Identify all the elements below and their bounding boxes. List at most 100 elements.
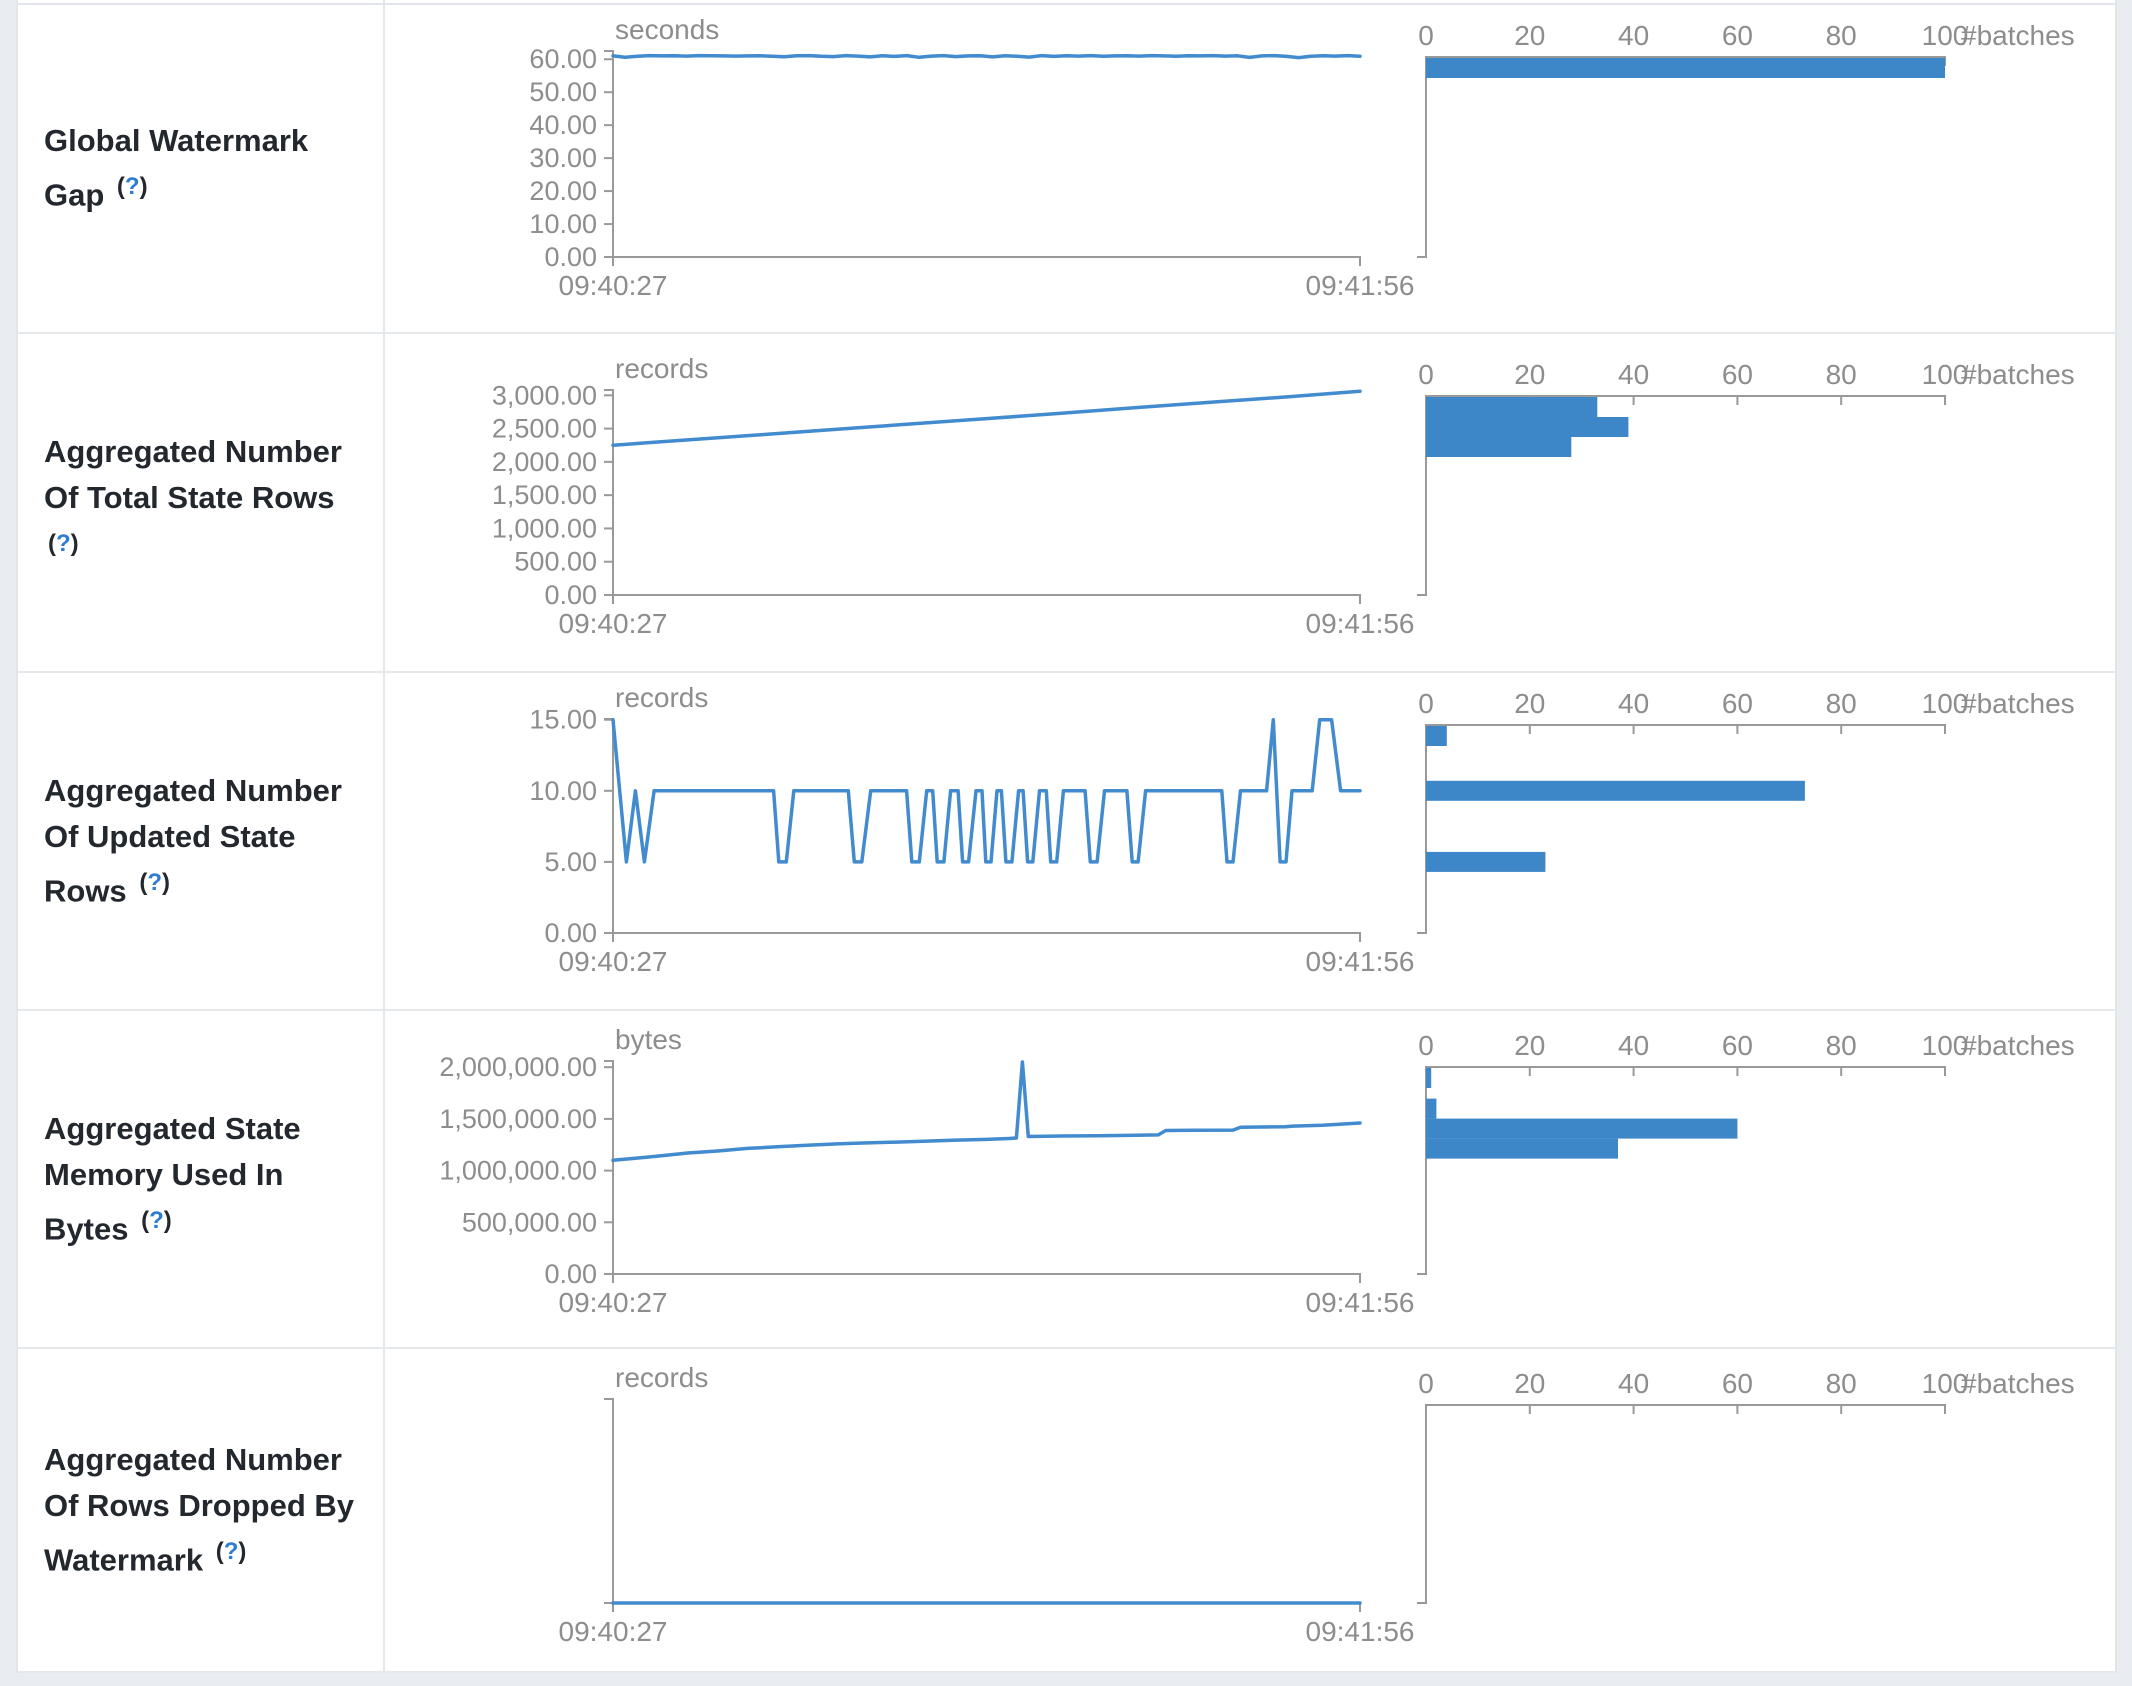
svg-text:1,500.00: 1,500.00 bbox=[492, 480, 597, 510]
svg-text:30.00: 30.00 bbox=[529, 143, 597, 173]
help-tooltip-link[interactable]: (?) bbox=[48, 530, 79, 558]
svg-text:records: records bbox=[615, 1362, 708, 1393]
svg-text:60: 60 bbox=[1722, 688, 1753, 719]
svg-text:1,500,000.00: 1,500,000.00 bbox=[439, 1104, 597, 1134]
svg-text:#batches: #batches bbox=[1961, 688, 2075, 719]
svg-text:100: 100 bbox=[1922, 20, 1969, 51]
chart-cell: records 0.00 5.00 10.00 15.00 09:40:27 09:41:5… bbox=[385, 673, 2115, 1009]
histogram-chart-aggregated-total-state-rows: 0 20 40 60 80 100 #batches bbox=[1410, 334, 2115, 671]
svg-text:20: 20 bbox=[1514, 359, 1545, 390]
metric-name: Global Watermark Gap (?) bbox=[44, 123, 309, 213]
svg-text:15.00: 15.00 bbox=[529, 705, 597, 735]
svg-text:80: 80 bbox=[1826, 688, 1857, 719]
svg-text:50.00: 50.00 bbox=[529, 77, 597, 107]
timeline-svg: records 09:40:27 09:41:56 bbox=[559, 1362, 1415, 1647]
timeline-chart-aggregated-state-memory: bytes 0.00 500,000.00 1,000,000.00 1,500,000… bbox=[385, 1011, 1425, 1347]
timeline-svg: bytes 0.00 500,000.00 1,000,000.00 1,500,000… bbox=[439, 1024, 1415, 1318]
chart-cell: records 0.00 500.00 1,000.00 1,500.00 2,000.0… bbox=[385, 334, 2115, 671]
svg-text:40: 40 bbox=[1618, 688, 1649, 719]
svg-text:100: 100 bbox=[1922, 359, 1969, 390]
svg-text:80: 80 bbox=[1826, 359, 1857, 390]
timeline-chart-global-watermark-gap: seconds 0.00 10.00 20.00 30.00 40.00 50.00 60.0… bbox=[385, 5, 1425, 332]
svg-text:09:41:56: 09:41:56 bbox=[1306, 270, 1415, 301]
stat-row-aggregated-total-state-rows: Aggregated Number Of Total State Rows (?… bbox=[18, 334, 2115, 673]
svg-text:2,000.00: 2,000.00 bbox=[492, 447, 597, 477]
histogram-svg: 0 20 40 60 80 100#batches bbox=[1417, 1368, 2075, 1604]
svg-text:1,000.00: 1,000.00 bbox=[492, 513, 597, 543]
svg-text:500,000.00: 500,000.00 bbox=[462, 1207, 597, 1237]
svg-text:#batches: #batches bbox=[1961, 20, 2075, 51]
histogram-svg: 0 20 40 60 80 100#batches bbox=[1417, 1030, 2075, 1275]
svg-text:10.00: 10.00 bbox=[529, 776, 597, 806]
svg-text:60.00: 60.00 bbox=[529, 44, 597, 74]
timeline-chart-aggregated-total-state-rows: records 0.00 500.00 1,000.00 1,500.00 2,000.0… bbox=[385, 334, 1425, 671]
svg-text:20.00: 20.00 bbox=[529, 176, 597, 206]
svg-text:80: 80 bbox=[1826, 1368, 1857, 1399]
metric-label-cell: Aggregated Number Of Updated State Rows … bbox=[18, 673, 385, 1009]
svg-text:0.00: 0.00 bbox=[544, 918, 597, 948]
svg-text:0: 0 bbox=[1418, 359, 1434, 390]
svg-text:09:41:56: 09:41:56 bbox=[1306, 1616, 1415, 1647]
chart-cell: bytes 0.00 500,000.00 1,000,000.00 1,500,000… bbox=[385, 1011, 2115, 1347]
histogram-svg: 0 20 40 60 80 100#batches bbox=[1417, 359, 2075, 596]
svg-text:09:41:56: 09:41:56 bbox=[1306, 1287, 1415, 1318]
metric-name: Aggregated Number Of Total State Rows (?… bbox=[44, 434, 342, 558]
svg-text:09:41:56: 09:41:56 bbox=[1306, 608, 1415, 639]
svg-text:20: 20 bbox=[1514, 688, 1545, 719]
svg-text:09:40:27: 09:40:27 bbox=[559, 1616, 668, 1647]
svg-text:0: 0 bbox=[1418, 1030, 1434, 1061]
svg-text:0.00: 0.00 bbox=[544, 1259, 597, 1289]
metric-name: Aggregated Number Of Rows Dropped By Wat… bbox=[44, 1441, 355, 1578]
svg-text:10.00: 10.00 bbox=[529, 209, 597, 239]
histogram-chart-aggregated-updated-state-rows: 0 20 40 60 80 100 #batches bbox=[1410, 673, 2115, 1009]
svg-text:#batches: #batches bbox=[1961, 1368, 2075, 1399]
previous-row-label-sliver bbox=[18, 0, 385, 3]
timeline-chart-aggregated-updated-state-rows: records 0.00 5.00 10.00 15.00 09:40:27 09:41:5… bbox=[385, 673, 1425, 1009]
svg-text:60: 60 bbox=[1722, 359, 1753, 390]
help-tooltip-link[interactable]: (?) bbox=[141, 1206, 172, 1234]
svg-text:2,500.00: 2,500.00 bbox=[492, 414, 597, 444]
timeline-svg: seconds 0.0010.0020.0030.0040.0050.0060.0… bbox=[529, 14, 1415, 301]
stat-row-global-watermark-gap: Global Watermark Gap (?) seconds 0.00 10.0… bbox=[18, 5, 2115, 334]
histogram-svg: 0 20 40 60 80 100#batches bbox=[1417, 688, 2075, 934]
svg-text:100: 100 bbox=[1922, 1368, 1969, 1399]
histogram-chart-aggregated-rows-dropped-by-watermark: 0 20 40 60 80 100 #batches bbox=[1410, 1349, 2115, 1671]
svg-text:60: 60 bbox=[1722, 1030, 1753, 1061]
svg-text:1,000,000.00: 1,000,000.00 bbox=[439, 1156, 597, 1186]
svg-text:80: 80 bbox=[1826, 20, 1857, 51]
svg-text:09:40:27: 09:40:27 bbox=[559, 270, 668, 301]
metric-label-cell: Aggregated Number Of Rows Dropped By Wat… bbox=[18, 1349, 385, 1671]
timeline-chart-aggregated-rows-dropped-by-watermark: records 09:40:27 09:41:56 bbox=[385, 1349, 1425, 1671]
chart-cell: records 09:40:27 09:41:56 0 20 40 60 80 100 #bat… bbox=[385, 1349, 2115, 1671]
svg-text:0: 0 bbox=[1418, 1368, 1434, 1399]
svg-text:seconds: seconds bbox=[615, 14, 719, 45]
metric-label-cell: Global Watermark Gap (?) bbox=[18, 5, 385, 332]
svg-text:40: 40 bbox=[1618, 1368, 1649, 1399]
previous-row-sliver bbox=[18, 0, 2115, 5]
svg-text:0.00: 0.00 bbox=[544, 242, 597, 272]
svg-text:09:40:27: 09:40:27 bbox=[559, 1287, 668, 1318]
help-tooltip-link[interactable]: (?) bbox=[116, 173, 148, 201]
svg-text:records: records bbox=[615, 353, 708, 384]
histogram-chart-global-watermark-gap: 0 20 40 60 80 100 #batches bbox=[1410, 5, 2115, 332]
svg-text:60: 60 bbox=[1722, 1368, 1753, 1399]
svg-text:#batches: #batches bbox=[1961, 359, 2075, 390]
help-tooltip-link[interactable]: (?) bbox=[139, 868, 170, 896]
svg-text:20: 20 bbox=[1514, 1030, 1545, 1061]
stat-row-aggregated-updated-state-rows: Aggregated Number Of Updated State Rows … bbox=[18, 673, 2115, 1011]
metric-label-cell: Aggregated Number Of Total State Rows (?… bbox=[18, 334, 385, 671]
statistics-table: Global Watermark Gap (?) seconds 0.00 10.0… bbox=[16, 0, 2117, 1673]
metric-name: Aggregated Number Of Updated State Rows … bbox=[44, 772, 342, 909]
svg-text:0: 0 bbox=[1418, 688, 1434, 719]
chart-cell: seconds 0.00 10.00 20.00 30.00 40.00 50.00 60.0… bbox=[385, 5, 2115, 332]
svg-text:40: 40 bbox=[1618, 359, 1649, 390]
svg-text:09:40:27: 09:40:27 bbox=[559, 608, 668, 639]
help-tooltip-link[interactable]: (?) bbox=[215, 1537, 247, 1565]
svg-text:3,000.00: 3,000.00 bbox=[492, 380, 597, 410]
svg-text:100: 100 bbox=[1922, 1030, 1969, 1061]
svg-text:09:40:27: 09:40:27 bbox=[559, 946, 668, 977]
svg-text:60: 60 bbox=[1722, 20, 1753, 51]
svg-text:records: records bbox=[615, 682, 708, 713]
stat-row-aggregated-state-memory: Aggregated State Memory Used In Bytes (?… bbox=[18, 1011, 2115, 1349]
